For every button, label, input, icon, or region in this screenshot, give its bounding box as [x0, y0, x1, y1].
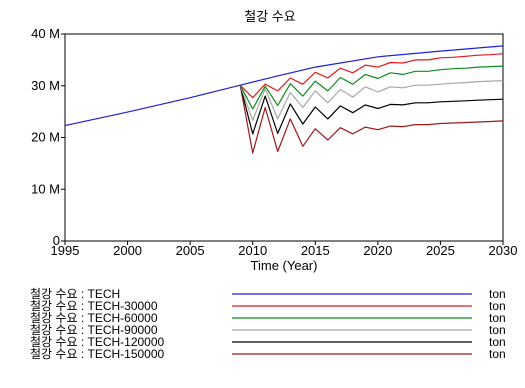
- y-axis: 0 10 M 20 M 30 M 40 M: [31, 26, 65, 248]
- x-tick-label: 2030: [489, 243, 518, 258]
- legend-unit: ton: [489, 299, 506, 313]
- series-line: [239, 53, 504, 99]
- legend-unit: ton: [489, 323, 506, 337]
- legend-item: 철강 수요 : TECH ton: [30, 287, 506, 301]
- series-line: [239, 80, 504, 122]
- series-line: [239, 85, 504, 135]
- legend-item: 철강 수요 : TECH-150000 ton: [30, 347, 506, 361]
- plot-frame: [64, 33, 504, 242]
- legend-label: 철강 수요 : TECH-30000: [30, 299, 158, 313]
- y-tick-label: 30 M: [31, 78, 60, 93]
- x-tick-label: 2000: [113, 243, 142, 258]
- series-line: [239, 65, 504, 110]
- x-tick-label: 2015: [301, 243, 330, 258]
- legend-item: 철강 수요 : TECH-60000 ton: [30, 311, 506, 325]
- x-tick-label: 2005: [176, 243, 205, 258]
- legend-label: 철강 수요 : TECH-150000: [30, 347, 165, 361]
- legend-label: 철강 수요 : TECH: [30, 287, 120, 301]
- x-tick-label: 2010: [238, 243, 267, 258]
- legend-item: 철강 수요 : TECH-90000 ton: [30, 323, 506, 337]
- y-tick-label: 40 M: [31, 26, 60, 41]
- plot-area: [64, 33, 504, 242]
- legend-unit: ton: [489, 311, 506, 325]
- legend-unit: ton: [489, 335, 506, 349]
- x-axis: 1995 2000 2005 2010 2015 2020 2025 2030: [51, 241, 518, 258]
- legend-unit: ton: [489, 347, 506, 361]
- x-tick-label: 1995: [51, 243, 80, 258]
- legend-label: 철강 수요 : TECH-90000: [30, 323, 158, 337]
- series-line: [239, 85, 504, 154]
- series-line: [64, 45, 504, 127]
- y-tick-label: 10 M: [31, 181, 60, 196]
- legend-label: 철강 수요 : TECH-60000: [30, 311, 158, 325]
- legend-unit: ton: [489, 287, 506, 301]
- x-tick-label: 2020: [363, 243, 392, 258]
- x-tick-label: 2025: [426, 243, 455, 258]
- legend-label: 철강 수요 : TECH-120000: [30, 335, 165, 349]
- legend-item: 철강 수요 : TECH-30000 ton: [30, 299, 506, 313]
- series-layer: [64, 45, 504, 154]
- y-tick-label: 20 M: [31, 130, 60, 145]
- x-axis-label: Time (Year): [251, 258, 318, 273]
- chart-title: 철강 수요: [244, 9, 295, 24]
- y-tick-label: 0: [53, 233, 60, 248]
- legend-item: 철강 수요 : TECH-120000 ton: [30, 335, 506, 349]
